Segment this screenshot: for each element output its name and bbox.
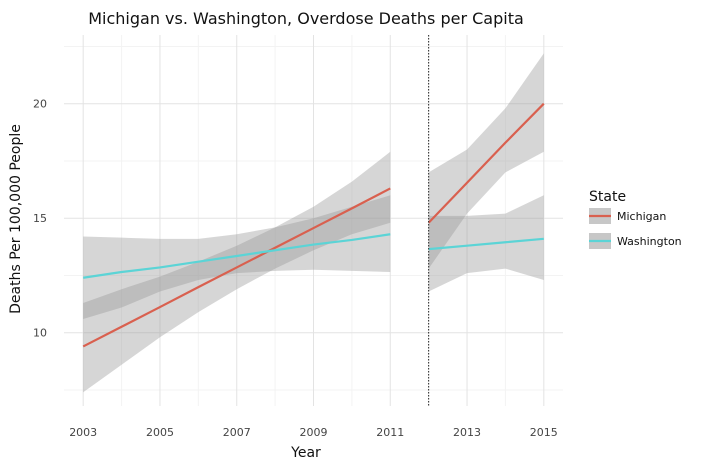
michigan-confidence-band-1 (83, 151, 391, 393)
x-tick-label: 2013 (453, 426, 481, 439)
x-tick-label: 2015 (530, 426, 558, 439)
x-tick-label: 2009 (300, 426, 328, 439)
legend-label-washington: Washington (617, 235, 682, 248)
x-axis-ticks: 2003 2005 2007 2009 2011 2013 2015 (69, 426, 558, 439)
y-tick-label: 20 (33, 98, 47, 111)
x-tick-label: 2007 (223, 426, 251, 439)
x-tick-label: 2005 (146, 426, 174, 439)
michigan-fit-line-1 (82, 187, 391, 348)
x-axis-title: Year (290, 445, 321, 461)
washington-confidence-band-1 (83, 195, 391, 319)
michigan-fit-line-2 (427, 102, 545, 224)
legend-title: State (589, 189, 626, 205)
michigan-confidence-band-2 (428, 53, 544, 269)
y-tick-label: 15 (33, 212, 47, 225)
y-axis-ticks: 10 15 20 (33, 98, 47, 340)
legend-label-michigan: Michigan (617, 210, 666, 223)
chart-title: Michigan vs. Washington, Overdose Deaths… (88, 9, 524, 28)
major-gridlines (64, 35, 563, 406)
y-tick-label: 10 (33, 327, 47, 340)
washington-fit-line-2 (428, 237, 544, 251)
washington-fit-line-1 (83, 233, 391, 279)
y-axis-title: Deaths Per 100,000 People (8, 124, 24, 314)
legend: State Michigan Washington (589, 189, 682, 249)
x-tick-label: 2003 (69, 426, 97, 439)
fit-lines (82, 102, 545, 348)
x-tick-label: 2011 (376, 426, 404, 439)
